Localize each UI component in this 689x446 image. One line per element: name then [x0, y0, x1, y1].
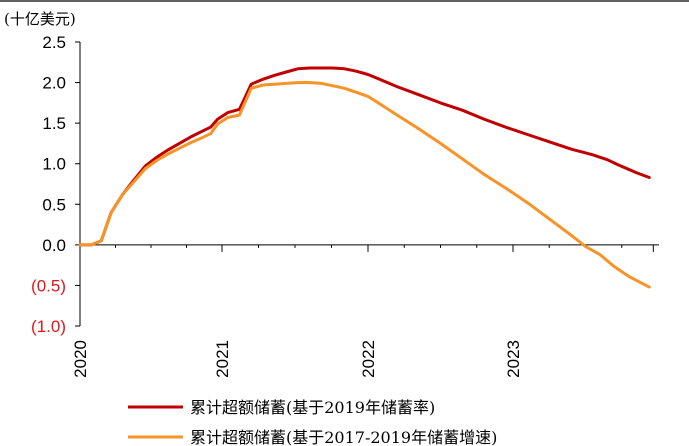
series-line-2	[78, 81, 651, 289]
y-tick-label: 2.0	[42, 74, 66, 93]
y-tick-label: 1.0	[42, 155, 66, 174]
y-tick-label: 0.5	[42, 195, 66, 214]
x-tick-label: 2022	[359, 340, 378, 378]
x-tick-label: 2020	[71, 340, 90, 378]
legend-label-2: 累计超额储蓄(基于2017-2019年储蓄增速)	[190, 428, 497, 446]
series-line-1	[78, 66, 651, 247]
y-tick-label: 1.5	[42, 114, 66, 133]
series-group	[78, 66, 651, 289]
y-tick-label: (0.5)	[31, 276, 66, 295]
y-tick-label: (1.0)	[31, 317, 66, 336]
unit-label: (十亿美元)	[4, 10, 76, 28]
legend-label-1: 累计超额储蓄(基于2019年储蓄率)	[190, 398, 435, 417]
x-tick-label: 2021	[213, 340, 232, 378]
y-tick-label: 0.0	[42, 236, 66, 255]
y-tick-label: 2.5	[42, 33, 66, 52]
y-axis: 2.5 2.0 1.5 1.0 0.5 0.0 (0.5) (1.0)	[31, 33, 81, 336]
x-tick-label: 2023	[504, 340, 523, 378]
x-axis: 2020 2021 2022 2023	[71, 244, 659, 378]
legend: 累计超额储蓄(基于2019年储蓄率) 累计超额储蓄(基于2017-2019年储蓄增…	[128, 398, 497, 446]
